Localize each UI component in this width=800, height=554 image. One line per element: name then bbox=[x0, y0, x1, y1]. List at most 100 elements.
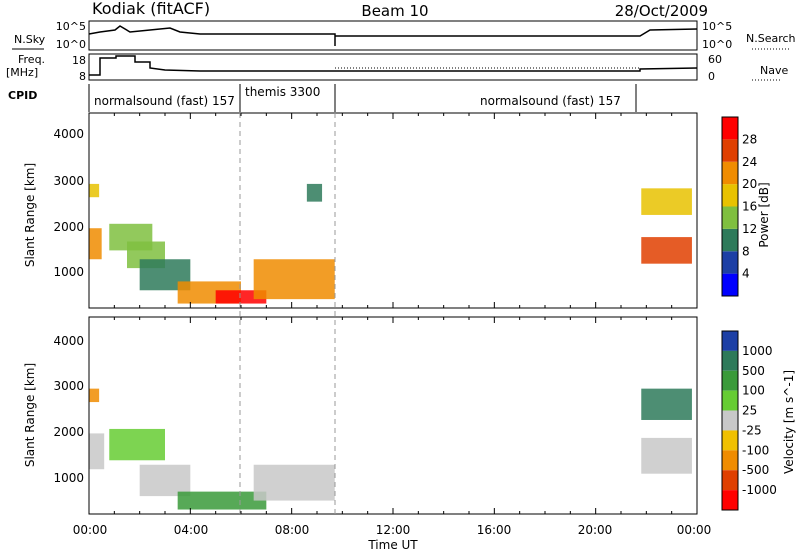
velocity-colorbar-swatch-4 bbox=[722, 410, 738, 431]
velocity-heatmap bbox=[89, 388, 692, 510]
power-region-9 bbox=[641, 237, 692, 264]
velocity-colorbar-swatch-0 bbox=[722, 331, 738, 351]
cpid-label: CPID bbox=[8, 89, 37, 102]
velocity-ytick-4000: 4000 bbox=[53, 334, 84, 348]
velocity-colorbar-swatch-3 bbox=[722, 390, 738, 411]
time-tick-label-5: 20:00 bbox=[578, 523, 613, 537]
velocity-region-4 bbox=[177, 491, 267, 510]
power-colorbar-swatch-2 bbox=[722, 228, 738, 252]
velocity-region-7 bbox=[641, 388, 692, 420]
nsky-tick-bottom: 10^0 bbox=[56, 38, 86, 51]
velocity-region-5 bbox=[253, 464, 335, 501]
nsearch-label: N.Search bbox=[746, 32, 796, 45]
power-colorbar-tick-0: 28 bbox=[742, 132, 757, 146]
power-colorbar-tick-6: 4 bbox=[742, 267, 750, 281]
velocity-region-2 bbox=[109, 428, 165, 461]
velocity-region-3 bbox=[139, 464, 191, 497]
power-heatmap bbox=[89, 183, 692, 304]
velocity-colorbar-tick-4: -25 bbox=[742, 423, 762, 437]
power-colorbar-swatch-6 bbox=[722, 139, 738, 162]
velocity-colorbar-swatch-2 bbox=[722, 370, 738, 391]
power-ytick-2000: 2000 bbox=[53, 220, 84, 234]
cpid-segment-3: normalsound (fast) 157 bbox=[480, 94, 621, 108]
beam-title: Beam 10 bbox=[361, 2, 428, 20]
freq-tick-bottom: 8 bbox=[79, 70, 86, 83]
time-ticks bbox=[88, 113, 698, 514]
station-title: Kodiak (fitACF) bbox=[92, 0, 210, 18]
nsearch-tick-bottom: 10^0 bbox=[702, 38, 732, 51]
power-yticks: 4000 3000 2000 1000 bbox=[53, 127, 84, 279]
power-colorbar: 28 24 20 16 12 8 4 bbox=[721, 116, 757, 297]
nave-tick-top: 60 bbox=[708, 53, 722, 66]
freq-label-2: [MHz] bbox=[6, 66, 38, 79]
time-tick-label-6: 00:00 bbox=[677, 523, 712, 537]
time-tick-label-4: 16:00 bbox=[477, 523, 512, 537]
velocity-ytick-3000: 3000 bbox=[53, 379, 84, 393]
time-tick-label-2: 08:00 bbox=[275, 523, 310, 537]
velocity-yticks: 4000 3000 2000 1000 bbox=[53, 334, 84, 485]
nsky-label: N.Sky bbox=[14, 33, 46, 46]
power-colorbar-swatch-4 bbox=[722, 184, 738, 207]
freq-strip bbox=[88, 53, 698, 81]
power-region-8 bbox=[306, 183, 323, 202]
velocity-colorbar-swatch-5 bbox=[722, 430, 738, 451]
velocity-region-1 bbox=[89, 433, 105, 470]
velocity-colorbar-swatch-8 bbox=[722, 490, 738, 510]
power-region-10 bbox=[641, 188, 692, 215]
power-colorbar-label: Power [dB] bbox=[757, 182, 771, 247]
freq-tick-top: 18 bbox=[72, 54, 86, 67]
power-colorbar-tick-4: 12 bbox=[742, 222, 757, 236]
velocity-region-0 bbox=[89, 388, 100, 403]
velocity-colorbar-swatch-6 bbox=[722, 450, 738, 471]
velocity-ytick-2000: 2000 bbox=[53, 425, 84, 439]
velocity-colorbar-tick-5: -100 bbox=[742, 443, 769, 457]
velocity-ytick-1000: 1000 bbox=[53, 471, 84, 485]
power-colorbar-swatch-3 bbox=[722, 206, 738, 229]
power-colorbar-swatch-7 bbox=[722, 117, 738, 140]
cpid-segment-1: normalsound (fast) 157 bbox=[94, 94, 235, 108]
power-colorbar-frame bbox=[721, 116, 739, 297]
velocity-colorbar-swatch-1 bbox=[722, 350, 738, 371]
velocity-colorbar-tick-7: -1000 bbox=[742, 483, 777, 497]
power-colorbar-swatch-1 bbox=[722, 251, 738, 274]
power-colorbar-tick-1: 24 bbox=[742, 155, 757, 169]
power-ytick-3000: 3000 bbox=[53, 174, 84, 188]
power-colorbar-swatch-5 bbox=[722, 161, 738, 185]
nsky-trace bbox=[88, 25, 698, 46]
power-colorbar-tick-5: 8 bbox=[742, 244, 750, 258]
time-tick-label-0: 00:00 bbox=[73, 523, 108, 537]
power-ylabel: Slant Range [km] bbox=[23, 163, 37, 267]
velocity-colorbar-frame bbox=[721, 330, 739, 511]
power-colorbar-tick-3: 16 bbox=[742, 200, 757, 214]
velocity-colorbar-tick-0: 1000 bbox=[742, 344, 773, 358]
velocity-colorbar-tick-1: 500 bbox=[742, 364, 765, 378]
cpid-segment-2: themis 3300 bbox=[245, 85, 320, 99]
velocity-colorbar-tick-2: 100 bbox=[742, 384, 765, 398]
velocity-colorbar-tick-6: -500 bbox=[742, 463, 769, 477]
nsky-tick-top: 10^5 bbox=[56, 20, 86, 33]
velocity-colorbar-tick-3: 25 bbox=[742, 404, 757, 418]
time-tick-label-3: 12:00 bbox=[376, 523, 411, 537]
power-ytick-1000: 1000 bbox=[53, 265, 84, 279]
freq-trace bbox=[89, 55, 698, 76]
power-ytick-4000: 4000 bbox=[53, 127, 84, 141]
power-region-0 bbox=[89, 183, 100, 198]
time-axis-title: Time UT bbox=[367, 538, 418, 552]
freq-label-1: Freq. bbox=[18, 53, 45, 66]
power-colorbar-tick-2: 20 bbox=[742, 177, 757, 191]
date-title: 28/Oct/2009 bbox=[615, 2, 708, 20]
power-colorbar-swatch-0 bbox=[722, 273, 738, 296]
velocity-colorbar-swatch-7 bbox=[722, 470, 738, 491]
power-region-7 bbox=[253, 259, 335, 300]
velocity-ylabel: Slant Range [km] bbox=[23, 363, 37, 467]
velocity-colorbar-label: Velocity [m s^-1] bbox=[782, 370, 796, 474]
velocity-region-6 bbox=[641, 437, 692, 474]
nave-label: Nave bbox=[760, 64, 788, 77]
nsky-strip bbox=[88, 20, 698, 51]
nave-tick-bottom: 0 bbox=[708, 70, 715, 83]
nsearch-tick-top: 10^5 bbox=[702, 20, 732, 33]
velocity-colorbar: 1000 500 100 25 -25 -100 -500 -1000 bbox=[721, 330, 777, 511]
power-region-1 bbox=[89, 228, 102, 260]
time-tick-label-1: 04:00 bbox=[174, 523, 209, 537]
